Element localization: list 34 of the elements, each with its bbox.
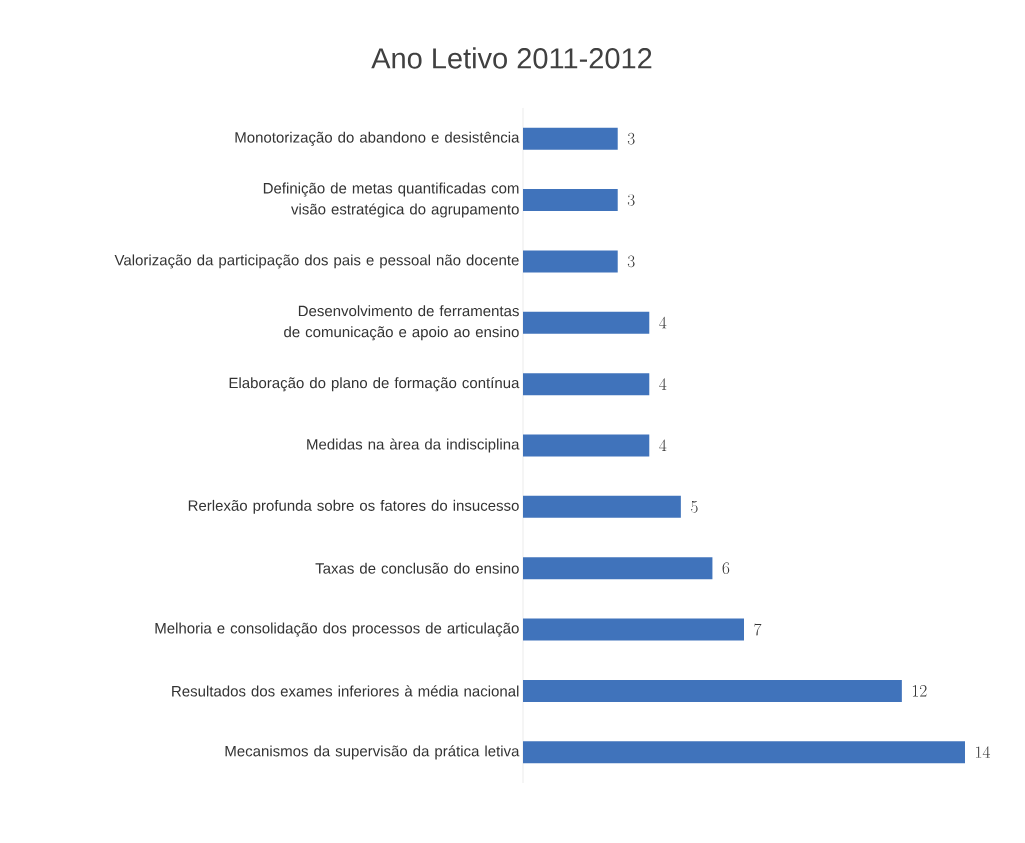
y-tick-label: Medidas na àrea da indisciplina xyxy=(307,438,520,453)
data-label: 5 xyxy=(691,501,698,513)
data-label: 3 xyxy=(627,132,635,145)
data-label: 3 xyxy=(627,194,635,206)
bar xyxy=(523,679,902,702)
y-tick-label: Taxas de conclusão do ensino xyxy=(315,562,519,574)
data-label: 4 xyxy=(659,378,667,390)
bar xyxy=(523,127,618,150)
data-label: 4 xyxy=(659,439,667,452)
y-tick-label: Elaboração do plano de formação contínua xyxy=(229,377,520,392)
bar xyxy=(523,495,681,518)
bar xyxy=(523,618,744,641)
data-label: 3 xyxy=(627,255,635,268)
data-label: 6 xyxy=(722,562,730,575)
data-label: 12 xyxy=(912,685,927,697)
bar xyxy=(523,373,650,396)
y-tick-label: Definição de metas quantificadas com visão estratégica do agrupamento xyxy=(263,182,519,218)
y-tick-label: Rerlexão profunda sobre os fatores do insucesso xyxy=(188,499,519,514)
y-tick-label: Mecanismos da supervisão da prática letiva xyxy=(225,745,520,760)
bar xyxy=(523,434,650,457)
y-tick-label: Monotorização do abandono e desistência xyxy=(235,131,520,146)
data-label: 7 xyxy=(754,623,762,636)
y-tick-label: Desenvolvimento de ferramentas de comunicação e apoio ao ensino xyxy=(284,305,519,341)
y-tick-label: Resultados dos exames inferiores à média nacional xyxy=(172,685,519,697)
bar xyxy=(523,189,618,212)
y-tick-label: Valorização da participação dos pais e pessoal não docente xyxy=(114,254,519,269)
data-label: 4 xyxy=(659,316,667,329)
bar xyxy=(523,311,650,334)
bar xyxy=(523,741,965,764)
y-tick-label: Melhoria e consolidação dos processos de articulação xyxy=(155,622,519,637)
data-label: 14 xyxy=(976,746,991,758)
bar xyxy=(523,557,713,580)
chart-title: Ano Letivo 2011-2012 xyxy=(371,47,652,69)
bar xyxy=(523,250,618,273)
